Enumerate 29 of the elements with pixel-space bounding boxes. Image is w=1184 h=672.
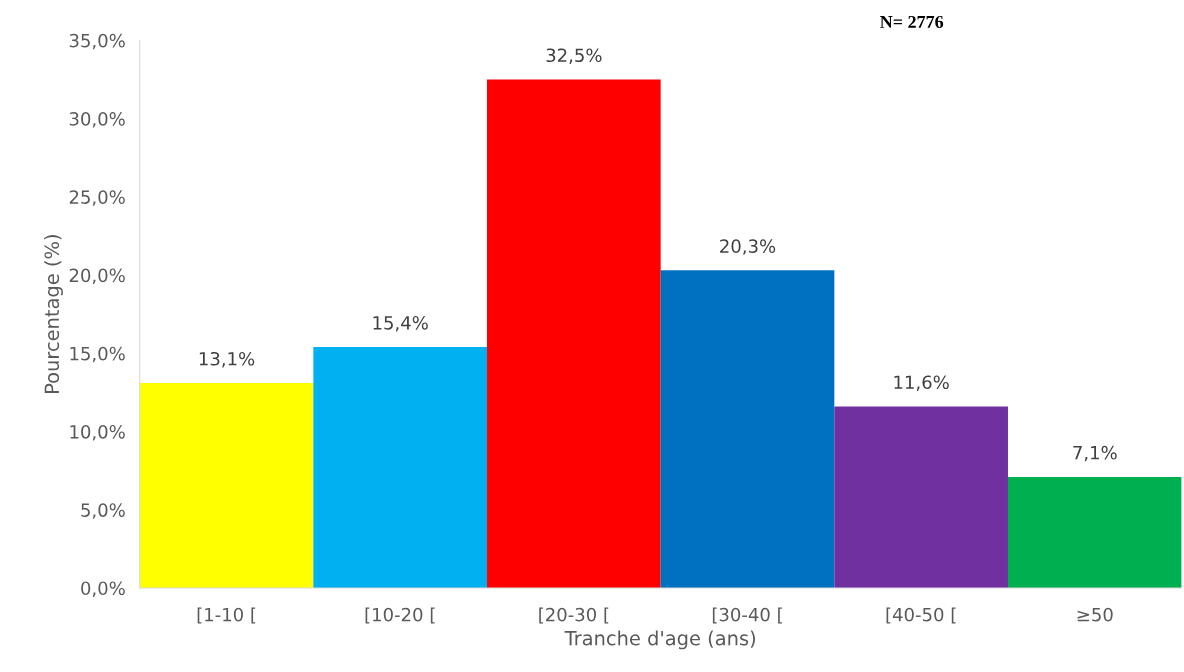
y-tick-label: 10,0% <box>70 424 125 441</box>
x-tick-label: ≥50 <box>1077 607 1113 622</box>
text: N= 2776 <box>880 15 944 29</box>
x-tick-label: [1-10 [ <box>197 607 256 624</box>
x-tick-label: [30-40 [ <box>712 607 782 624</box>
x-tick-label: [40-50 [ <box>886 607 956 624</box>
y-tick-label: 0,0% <box>81 581 125 597</box>
data-label: 11,6% <box>894 375 949 391</box>
y-tick-label: 15,0% <box>70 346 125 363</box>
y-tick-label: 5,0% <box>81 503 125 519</box>
y-tick-label: 20,0% <box>69 268 125 284</box>
y-tick-label: 35,0% <box>69 33 125 50</box>
bar <box>313 347 488 588</box>
bar <box>834 406 1008 588</box>
data-label: 7,1% <box>1073 445 1117 462</box>
bar <box>660 270 835 588</box>
data-label: 13,1% <box>199 351 255 368</box>
bar <box>139 383 314 588</box>
y-axis-title: Pourcentage (%) <box>44 235 63 393</box>
bar <box>1007 476 1182 588</box>
data-label: 15,4% <box>373 315 428 332</box>
data-label: 32,5% <box>546 48 602 64</box>
data-label: 20,3% <box>720 239 776 255</box>
y-tick-label: 25,0% <box>69 190 125 206</box>
bar <box>487 79 661 588</box>
x-tick-label: [20-30 [ <box>539 607 609 624</box>
x-tick-label: [10-20 [ <box>365 607 435 624</box>
y-tick-label: 30,0% <box>69 112 125 128</box>
x-axis-title: Tranche d'age (ans) <box>564 630 756 650</box>
